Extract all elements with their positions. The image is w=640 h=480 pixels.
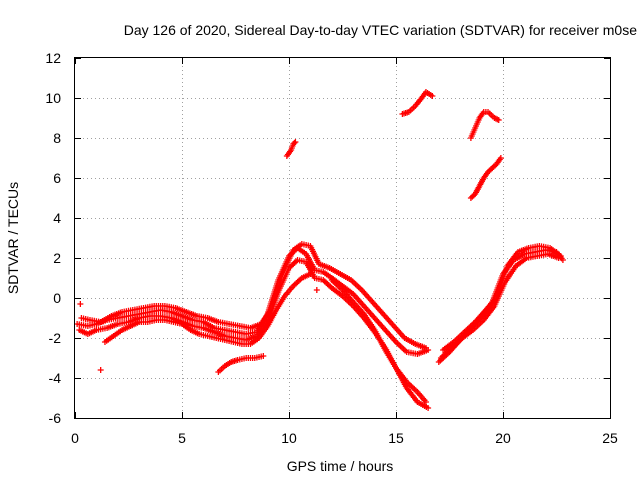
grid [75, 58, 610, 418]
x-tick-label: 20 [495, 430, 511, 446]
data-point-high-patch-19h-upper [494, 116, 501, 123]
data-point-isolated-points [97, 367, 104, 373]
data-point-high-patch-10h [292, 139, 299, 145]
plot-frame [74, 57, 611, 419]
x-axis-label: GPS time / hours [287, 458, 394, 474]
x-tick-label: 0 [71, 430, 79, 446]
x-tick-label: 25 [602, 430, 618, 446]
data-point-main-band-b [425, 405, 432, 411]
y-tick-label: -4 [49, 370, 62, 386]
x-tick-label: 15 [388, 430, 404, 446]
data-point-descent-band [422, 399, 429, 405]
data-point-high-patch-10h [291, 140, 298, 146]
y-tick-label: -6 [49, 410, 62, 426]
data-point-high-patch-19h-lower [497, 155, 504, 161]
y-tick-label: -2 [49, 330, 62, 346]
y-ticks: -6 -4 -2 0 2 4 6 8 10 12 [45, 50, 610, 426]
y-tick-label: 0 [53, 290, 61, 306]
x-tick-label: 5 [178, 430, 186, 446]
y-tick-label: 12 [45, 50, 61, 66]
data-point-high-patch-15h [429, 93, 436, 99]
data-point-main-band-c [422, 345, 429, 351]
data-points [74, 89, 566, 411]
data-point-recovery-band-c [555, 255, 562, 261]
y-axis-label: SDTVAR / TECUs [5, 182, 21, 294]
data-point-main-band-d [307, 271, 314, 277]
data-point-dip-band [260, 353, 267, 359]
x-tick-label: 10 [281, 430, 297, 446]
y-tick-label: 4 [53, 210, 61, 226]
chart-title: Day 126 of 2020, Sidereal Day-to-day VTE… [124, 22, 637, 38]
y-tick-label: 8 [53, 130, 61, 146]
data-point-isolated-points [313, 287, 320, 293]
data-point-high-patch-19h-upper [495, 117, 502, 123]
data-point-isolated-points [77, 301, 84, 307]
x-ticks: 0 5 10 15 20 25 [71, 58, 618, 446]
y-tick-label: 10 [45, 90, 61, 106]
y-tick-label: 2 [53, 250, 61, 266]
y-tick-label: 6 [53, 170, 61, 186]
data-point-recovery-band-a [559, 257, 566, 263]
